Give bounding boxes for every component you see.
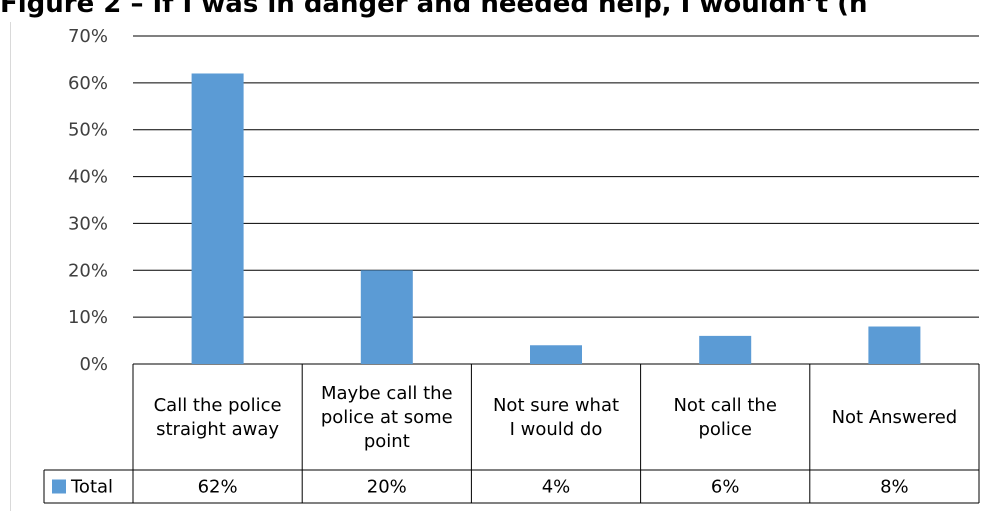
y-tick-label: 0%: [79, 354, 108, 375]
chart-title: Figure 2 – If I was in danger and needed…: [0, 0, 868, 19]
category-label: Not call the: [673, 395, 776, 416]
y-tick-label: 20%: [68, 260, 108, 281]
category-label: Not sure what: [493, 395, 619, 416]
bar: [699, 335, 752, 364]
bar: [360, 270, 413, 364]
chart-frame: [10, 22, 993, 511]
category-label: Call the police: [154, 395, 282, 416]
data-label: 8%: [880, 477, 909, 498]
y-tick-label: 30%: [68, 213, 108, 234]
category-label: Not Answered: [832, 407, 958, 428]
y-tick-label: 60%: [68, 73, 108, 94]
category-label: police: [698, 419, 751, 440]
y-tick-label: 10%: [68, 307, 108, 328]
data-label: 62%: [198, 477, 238, 498]
data-label: 20%: [367, 477, 407, 498]
y-tick-label: 50%: [68, 120, 108, 141]
bar: [191, 73, 244, 364]
legend-key: [52, 479, 66, 494]
y-tick-label: 40%: [68, 167, 108, 188]
category-label: point: [364, 431, 410, 452]
category-label: I would do: [510, 419, 603, 440]
y-tick-label: 70%: [68, 26, 108, 47]
category-label: police at some: [321, 407, 453, 428]
data-label: 4%: [542, 477, 571, 498]
bar: [530, 345, 582, 364]
data-label: 6%: [711, 477, 740, 498]
legend-label: Total: [70, 477, 113, 498]
category-label: straight away: [156, 419, 279, 440]
bar: [868, 326, 921, 364]
category-label: Maybe call the: [321, 383, 453, 404]
